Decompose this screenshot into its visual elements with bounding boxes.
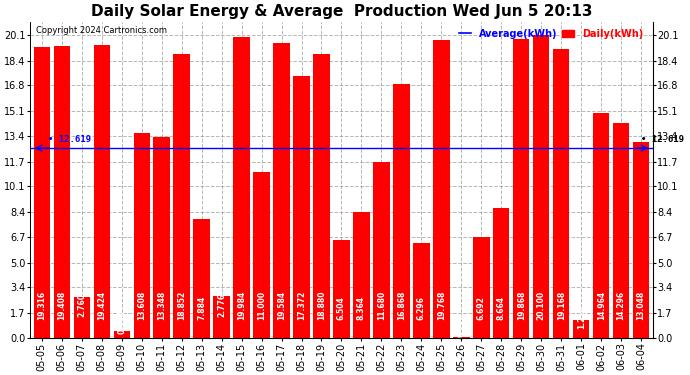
Bar [333, 240, 350, 338]
Bar [54, 46, 70, 338]
Text: • 12.619: • 12.619 [641, 135, 684, 144]
Bar [133, 133, 150, 338]
Bar [413, 243, 430, 338]
Bar [353, 212, 370, 338]
Text: 16.868: 16.868 [397, 291, 406, 320]
Bar [513, 39, 529, 338]
Text: 19.408: 19.408 [57, 291, 66, 320]
Bar [493, 208, 509, 338]
Text: 8.364: 8.364 [357, 296, 366, 320]
Text: 6.504: 6.504 [337, 297, 346, 320]
Text: 20.100: 20.100 [537, 291, 546, 320]
Text: 17.372: 17.372 [297, 291, 306, 320]
Bar [213, 297, 230, 338]
Text: 19.424: 19.424 [97, 291, 106, 320]
Bar [613, 123, 629, 338]
Bar [94, 45, 110, 338]
Text: 19.768: 19.768 [437, 291, 446, 320]
Text: 6.296: 6.296 [417, 296, 426, 320]
Legend: Average(kWh), Daily(kWh): Average(kWh), Daily(kWh) [455, 25, 647, 43]
Text: 7.884: 7.884 [197, 296, 206, 320]
Bar [253, 172, 270, 338]
Text: 18.880: 18.880 [317, 291, 326, 320]
Text: 8.664: 8.664 [497, 296, 506, 320]
Bar [533, 35, 549, 338]
Bar [553, 50, 569, 338]
Text: 13.608: 13.608 [137, 291, 146, 320]
Text: 0.116: 0.116 [457, 314, 466, 338]
Bar [34, 47, 50, 338]
Text: 0.512: 0.512 [117, 310, 126, 334]
Bar [293, 76, 310, 338]
Text: 13.348: 13.348 [157, 291, 166, 320]
Text: 6.692: 6.692 [477, 296, 486, 320]
Bar [393, 84, 410, 338]
Bar [633, 142, 649, 338]
Text: 2.776: 2.776 [217, 293, 226, 317]
Bar [313, 54, 330, 338]
Bar [373, 162, 390, 338]
Text: 19.316: 19.316 [37, 291, 46, 320]
Bar [573, 320, 589, 338]
Text: 1.216: 1.216 [577, 305, 586, 329]
Title: Daily Solar Energy & Average  Production Wed Jun 5 20:13: Daily Solar Energy & Average Production … [90, 4, 592, 19]
Bar [593, 113, 609, 338]
Bar [173, 54, 190, 338]
Text: • 12.619: • 12.619 [48, 135, 91, 144]
Bar [233, 37, 250, 338]
Text: 19.868: 19.868 [517, 291, 526, 320]
Bar [433, 40, 450, 338]
Text: 18.852: 18.852 [177, 291, 186, 320]
Text: 19.584: 19.584 [277, 291, 286, 320]
Bar [273, 43, 290, 338]
Text: 13.048: 13.048 [637, 291, 646, 320]
Bar [114, 331, 130, 338]
Bar [193, 219, 210, 338]
Bar [453, 336, 469, 338]
Text: 19.168: 19.168 [557, 291, 566, 320]
Text: 14.296: 14.296 [617, 291, 626, 320]
Text: 14.964: 14.964 [597, 291, 606, 320]
Text: 11.680: 11.680 [377, 291, 386, 320]
Bar [74, 297, 90, 338]
Text: 19.984: 19.984 [237, 291, 246, 320]
Text: 11.000: 11.000 [257, 291, 266, 320]
Text: Copyright 2024 Cartronics.com: Copyright 2024 Cartronics.com [36, 27, 167, 36]
Bar [473, 237, 489, 338]
Text: 2.760: 2.760 [77, 294, 86, 318]
Bar [153, 137, 170, 338]
